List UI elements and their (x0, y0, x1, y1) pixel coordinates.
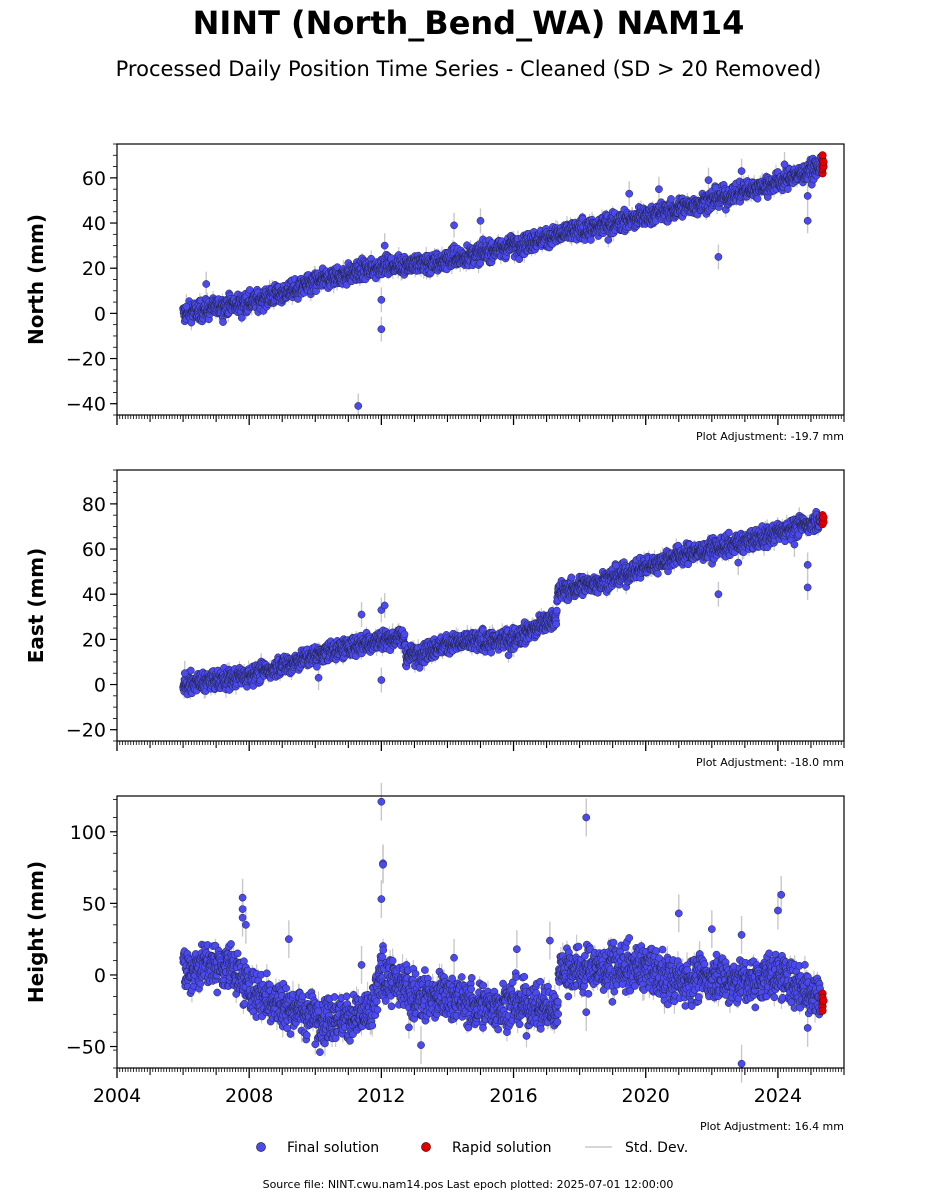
final-outlier-point (377, 295, 386, 304)
final-point (753, 194, 762, 203)
final-outlier-point (354, 402, 363, 410)
final-outlier-point (714, 253, 723, 261)
final-point (604, 236, 613, 244)
final-point (237, 313, 246, 322)
final-outlier-point (625, 189, 634, 198)
final-outlier-point (704, 176, 713, 184)
page-subtitle: Processed Daily Position Time Series - C… (0, 57, 937, 81)
rapid-point (819, 158, 828, 167)
final-outlier-point (476, 216, 485, 225)
final-outlier-point (380, 241, 389, 250)
final-point (667, 195, 675, 203)
final-outlier-point (737, 167, 746, 175)
final-point (587, 236, 595, 244)
rapid-point (818, 151, 827, 160)
final-outlier-point (377, 325, 386, 334)
final-outlier-point (780, 160, 789, 169)
final-point (783, 185, 792, 193)
final-point (711, 183, 720, 192)
points-layer (179, 151, 828, 1068)
final-outlier-point (182, 302, 191, 311)
page-title: NINT (North_Bend_WA) NAM14 (0, 4, 937, 42)
final-outlier-point (803, 216, 812, 225)
final-outlier-point (655, 185, 663, 194)
final-outlier-point (202, 280, 211, 288)
final-outlier-point (803, 192, 812, 200)
final-point (219, 318, 227, 326)
final-outlier-point (450, 221, 458, 230)
